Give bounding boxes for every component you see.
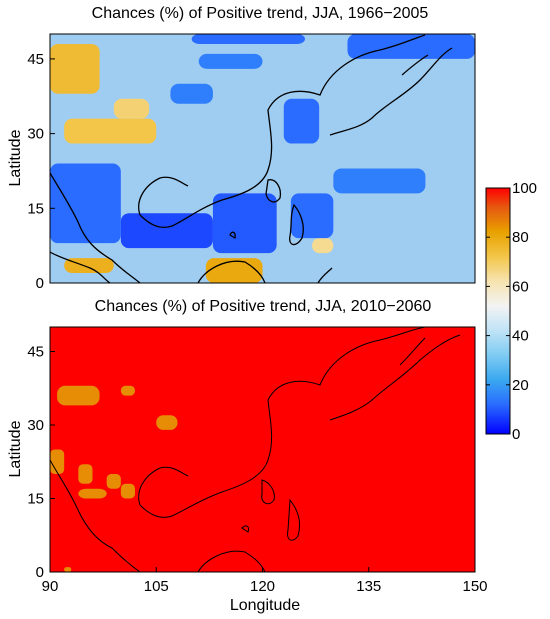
colorbar-tick-label: 0 — [512, 426, 520, 443]
colorbar-gradient — [485, 187, 511, 435]
top-panel: 0 15 30 45 Latitude — [7, 33, 476, 292]
bottom-heat-cell — [156, 415, 178, 430]
bottom-y-tick-label: 15 — [27, 491, 44, 508]
top-plot-frame — [49, 33, 476, 284]
bottom-y-tick-label: 45 — [27, 344, 44, 361]
bottom-x-tick-label: 120 — [250, 578, 275, 595]
top-heat-cell — [170, 83, 213, 104]
bottom-heat-cell — [50, 449, 65, 474]
bottom-x-tick-label: 150 — [462, 578, 487, 595]
top-heat-cell — [64, 118, 157, 144]
bottom-heat-cell — [120, 385, 135, 396]
top-coastlines — [50, 34, 453, 283]
top-panel-title: Chances (%) of Positive trend, JJA, 1966… — [92, 5, 429, 22]
top-heat-cell — [312, 238, 334, 254]
top-heat-cell — [198, 53, 263, 69]
bottom-heat-cell — [57, 385, 100, 406]
top-heat-cell — [50, 43, 100, 94]
colorbar-tick-label: 20 — [512, 377, 529, 394]
bottom-heat-cell — [64, 567, 72, 572]
colorbar-ticks: 0 20 40 60 80 100 — [486, 180, 537, 443]
bottom-heat-cell — [106, 474, 121, 489]
top-heat-cell — [290, 193, 334, 239]
bottom-coastlines — [50, 327, 461, 572]
top-heat-cell — [191, 34, 305, 44]
bottom-panel-background — [50, 327, 475, 572]
colorbar-tick-label: 40 — [512, 328, 529, 345]
top-heat-cell — [120, 213, 213, 249]
bottom-x-tick-label: 90 — [42, 578, 59, 595]
bottom-y-tick-label: 0 — [36, 564, 44, 581]
bottom-panel-title: Chances (%) of Positive trend, JJA, 2010… — [95, 298, 432, 315]
colorbar-tick-label: 100 — [512, 180, 537, 197]
bottom-panel-cells — [50, 385, 178, 572]
bottom-y-axis-label: Latitude — [7, 420, 24, 477]
bottom-x-tick-label: 105 — [144, 578, 169, 595]
colorbar: 0 20 40 60 80 100 — [485, 180, 537, 443]
top-heat-cell — [64, 258, 114, 274]
top-heat-cell — [333, 168, 426, 194]
top-y-tick-label: 15 — [27, 200, 44, 217]
top-panel-cells — [50, 34, 475, 283]
top-heat-cell — [113, 98, 150, 119]
top-y-tick-label: 0 — [36, 275, 44, 292]
bottom-heat-cell — [78, 464, 93, 484]
top-heat-cell — [283, 98, 320, 144]
bottom-y-ticks: 0 15 30 45 — [27, 344, 55, 581]
bottom-x-tick-label: 135 — [356, 578, 381, 595]
x-axis-label: Longitude — [230, 597, 300, 614]
colorbar-tick-label: 60 — [512, 278, 529, 295]
top-y-tick-label: 45 — [27, 51, 44, 68]
top-heat-cell — [212, 193, 277, 254]
top-y-ticks: 0 15 30 45 — [27, 51, 55, 292]
bottom-heat-cell — [120, 483, 135, 499]
top-heat-cell — [50, 163, 121, 244]
colorbar-tick-label: 80 — [512, 229, 529, 246]
top-y-axis-label: Latitude — [7, 129, 24, 186]
bottom-panel: 0 15 30 45 90 105 120 135 150 Latitude Longitud… — [7, 326, 488, 614]
bottom-x-ticks: 90 105 120 135 150 — [42, 567, 488, 595]
bottom-y-tick-label: 30 — [27, 417, 44, 434]
bottom-heat-cell — [78, 488, 107, 499]
top-heat-cell — [347, 34, 475, 59]
top-y-tick-label: 30 — [27, 126, 44, 143]
